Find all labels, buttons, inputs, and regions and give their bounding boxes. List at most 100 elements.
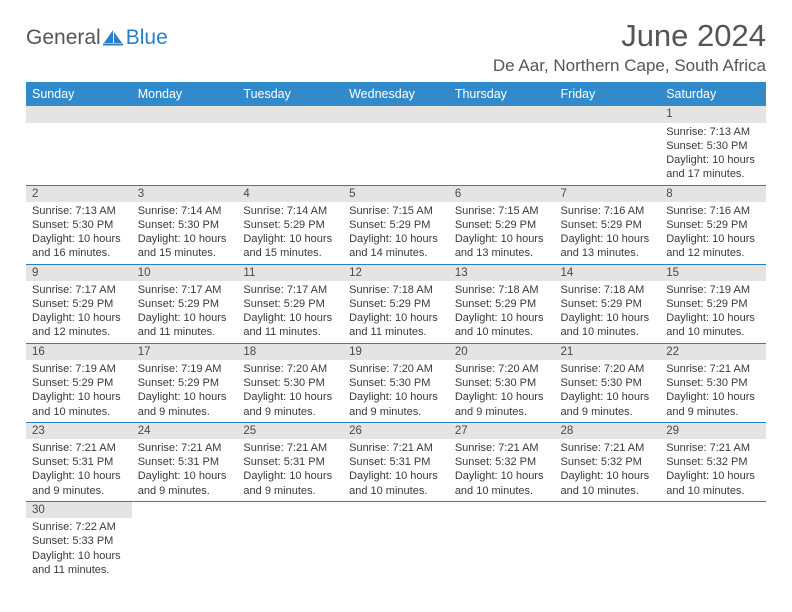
sunset-text: Sunset: 5:29 PM <box>349 297 443 311</box>
calendar-day-cell <box>449 106 555 185</box>
calendar-week-row: 23Sunrise: 7:21 AMSunset: 5:31 PMDayligh… <box>26 422 766 501</box>
daylight-text: Daylight: 10 hours <box>349 232 443 246</box>
daylight-text2: and 9 minutes. <box>666 405 760 419</box>
day-details: Sunrise: 7:14 AMSunset: 5:29 PMDaylight:… <box>237 202 343 263</box>
sunrise-text: Sunrise: 7:18 AM <box>455 283 549 297</box>
daylight-text2: and 10 minutes. <box>455 484 549 498</box>
day-number: 13 <box>449 265 555 282</box>
sunset-text: Sunset: 5:29 PM <box>32 297 126 311</box>
day-number: 27 <box>449 423 555 440</box>
sunrise-text: Sunrise: 7:16 AM <box>666 204 760 218</box>
daylight-text: Daylight: 10 hours <box>561 311 655 325</box>
sunrise-text: Sunrise: 7:21 AM <box>243 441 337 455</box>
day-number: 8 <box>660 186 766 203</box>
daylight-text2: and 10 minutes. <box>32 405 126 419</box>
sunrise-text: Sunrise: 7:19 AM <box>666 283 760 297</box>
sunset-text: Sunset: 5:31 PM <box>349 455 443 469</box>
daylight-text2: and 10 minutes. <box>349 484 443 498</box>
calendar-day-cell <box>449 501 555 580</box>
sunset-text: Sunset: 5:30 PM <box>666 139 760 153</box>
daylight-text2: and 9 minutes. <box>561 405 655 419</box>
sunrise-text: Sunrise: 7:22 AM <box>32 520 126 534</box>
day-number: 15 <box>660 265 766 282</box>
sail-icon <box>102 28 124 52</box>
day-number: 19 <box>343 344 449 361</box>
daylight-text: Daylight: 10 hours <box>32 469 126 483</box>
sunrise-text: Sunrise: 7:21 AM <box>666 441 760 455</box>
day-details: Sunrise: 7:16 AMSunset: 5:29 PMDaylight:… <box>555 202 661 263</box>
calendar-day-cell: 7Sunrise: 7:16 AMSunset: 5:29 PMDaylight… <box>555 185 661 264</box>
calendar-day-cell: 16Sunrise: 7:19 AMSunset: 5:29 PMDayligh… <box>26 343 132 422</box>
daylight-text2: and 13 minutes. <box>455 246 549 260</box>
day-number: 20 <box>449 344 555 361</box>
weekday-header: Friday <box>555 82 661 106</box>
daylight-text2: and 15 minutes. <box>243 246 337 260</box>
weekday-header-row: Sunday Monday Tuesday Wednesday Thursday… <box>26 82 766 106</box>
daylight-text2: and 10 minutes. <box>455 325 549 339</box>
calendar-day-cell: 21Sunrise: 7:20 AMSunset: 5:30 PMDayligh… <box>555 343 661 422</box>
day-details: Sunrise: 7:21 AMSunset: 5:31 PMDaylight:… <box>237 439 343 500</box>
sunrise-text: Sunrise: 7:20 AM <box>349 362 443 376</box>
calendar-day-cell: 12Sunrise: 7:18 AMSunset: 5:29 PMDayligh… <box>343 264 449 343</box>
sunrise-text: Sunrise: 7:20 AM <box>243 362 337 376</box>
logo-text-blue: Blue <box>126 26 168 50</box>
daylight-text: Daylight: 10 hours <box>666 390 760 404</box>
sunrise-text: Sunrise: 7:19 AM <box>32 362 126 376</box>
day-number: 23 <box>26 423 132 440</box>
day-details: Sunrise: 7:21 AMSunset: 5:31 PMDaylight:… <box>343 439 449 500</box>
sunset-text: Sunset: 5:29 PM <box>32 376 126 390</box>
daylight-text: Daylight: 10 hours <box>666 153 760 167</box>
sunrise-text: Sunrise: 7:21 AM <box>138 441 232 455</box>
day-details: Sunrise: 7:13 AMSunset: 5:30 PMDaylight:… <box>26 202 132 263</box>
daylight-text: Daylight: 10 hours <box>561 232 655 246</box>
sunrise-text: Sunrise: 7:18 AM <box>561 283 655 297</box>
month-title: June 2024 <box>493 18 766 54</box>
sunset-text: Sunset: 5:29 PM <box>138 376 232 390</box>
sunset-text: Sunset: 5:29 PM <box>666 218 760 232</box>
daylight-text: Daylight: 10 hours <box>138 232 232 246</box>
daylight-text: Daylight: 10 hours <box>243 469 337 483</box>
calendar-day-cell: 10Sunrise: 7:17 AMSunset: 5:29 PMDayligh… <box>132 264 238 343</box>
daylight-text2: and 9 minutes. <box>138 484 232 498</box>
calendar-day-cell: 9Sunrise: 7:17 AMSunset: 5:29 PMDaylight… <box>26 264 132 343</box>
day-details: Sunrise: 7:21 AMSunset: 5:31 PMDaylight:… <box>26 439 132 500</box>
sunrise-text: Sunrise: 7:14 AM <box>243 204 337 218</box>
weekday-header: Saturday <box>660 82 766 106</box>
daylight-text2: and 9 minutes. <box>349 405 443 419</box>
sunset-text: Sunset: 5:30 PM <box>666 376 760 390</box>
day-number: 18 <box>237 344 343 361</box>
calendar-day-cell <box>132 501 238 580</box>
sunrise-text: Sunrise: 7:15 AM <box>349 204 443 218</box>
calendar-day-cell <box>555 501 661 580</box>
calendar-day-cell: 15Sunrise: 7:19 AMSunset: 5:29 PMDayligh… <box>660 264 766 343</box>
weekday-header: Wednesday <box>343 82 449 106</box>
weekday-header: Tuesday <box>237 82 343 106</box>
daylight-text2: and 9 minutes. <box>243 405 337 419</box>
day-number: 25 <box>237 423 343 440</box>
day-number: 14 <box>555 265 661 282</box>
daylight-text: Daylight: 10 hours <box>32 311 126 325</box>
daylight-text: Daylight: 10 hours <box>666 311 760 325</box>
day-number: 21 <box>555 344 661 361</box>
day-details: Sunrise: 7:17 AMSunset: 5:29 PMDaylight:… <box>132 281 238 342</box>
title-block: June 2024 De Aar, Northern Cape, South A… <box>493 18 766 76</box>
sunrise-text: Sunrise: 7:21 AM <box>349 441 443 455</box>
daylight-text: Daylight: 10 hours <box>561 469 655 483</box>
calendar-week-row: 1Sunrise: 7:13 AMSunset: 5:30 PMDaylight… <box>26 106 766 185</box>
day-details: Sunrise: 7:13 AMSunset: 5:30 PMDaylight:… <box>660 123 766 184</box>
sunset-text: Sunset: 5:30 PM <box>138 218 232 232</box>
calendar-day-cell: 8Sunrise: 7:16 AMSunset: 5:29 PMDaylight… <box>660 185 766 264</box>
daylight-text: Daylight: 10 hours <box>561 390 655 404</box>
calendar-day-cell <box>343 501 449 580</box>
daylight-text: Daylight: 10 hours <box>243 311 337 325</box>
day-details: Sunrise: 7:21 AMSunset: 5:32 PMDaylight:… <box>555 439 661 500</box>
day-number: 4 <box>237 186 343 203</box>
sunrise-text: Sunrise: 7:17 AM <box>138 283 232 297</box>
sunrise-text: Sunrise: 7:17 AM <box>32 283 126 297</box>
calendar-day-cell <box>26 106 132 185</box>
daylight-text2: and 10 minutes. <box>561 325 655 339</box>
sunrise-text: Sunrise: 7:21 AM <box>455 441 549 455</box>
sunset-text: Sunset: 5:30 PM <box>561 376 655 390</box>
daylight-text2: and 11 minutes. <box>349 325 443 339</box>
sunset-text: Sunset: 5:29 PM <box>243 218 337 232</box>
